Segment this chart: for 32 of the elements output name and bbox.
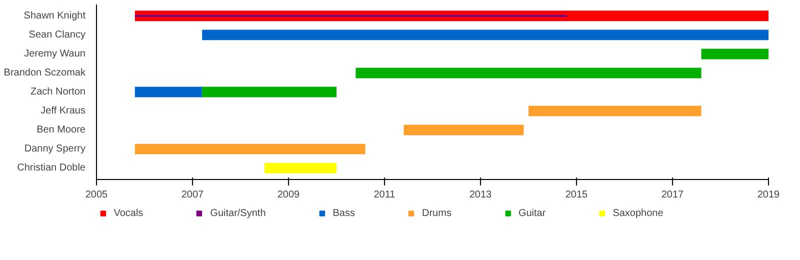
legend-label: Bass (332, 208, 355, 218)
x-tick-label: 2009 (277, 190, 300, 200)
bar (356, 68, 702, 78)
y-tick-label: Shawn Knight (24, 10, 86, 22)
x-tick-label: 2011 (374, 190, 396, 200)
x-tick-label: 2005 (85, 190, 108, 200)
y-tick-label: Jeff Kraus (40, 106, 86, 117)
y-tick-label: Ben Moore (36, 124, 86, 136)
bar (528, 106, 702, 116)
y-tick-label: Christian Doble (17, 162, 86, 174)
x-tick-label: 2019 (757, 190, 780, 200)
bar (264, 162, 336, 174)
legend-label: Saxophone (612, 208, 664, 218)
y-tick-label: Jeremy Waun (24, 48, 86, 60)
x-tick-label: 2013 (469, 190, 492, 200)
x-tick-label: 2015 (565, 190, 588, 200)
y-tick-label: Zach Norton (30, 86, 86, 98)
bar (134, 144, 366, 154)
bar (202, 30, 768, 40)
y-tick-label: Brandon Sczomak (4, 67, 86, 78)
legend-label: Guitar/Synth (210, 208, 266, 218)
bar (202, 86, 336, 98)
legend-label: Guitar (518, 208, 546, 218)
x-tick-label: 2007 (181, 190, 204, 200)
y-tick-label: Danny Sperry (24, 144, 86, 155)
legend-label: Drums (422, 208, 452, 218)
y-tick-label: Sean Clancy (28, 29, 86, 40)
bar (134, 86, 202, 98)
x-tick-label: 2017 (661, 190, 684, 200)
legend-label: Vocals (114, 208, 144, 218)
bar (404, 124, 524, 136)
bar (701, 48, 768, 60)
